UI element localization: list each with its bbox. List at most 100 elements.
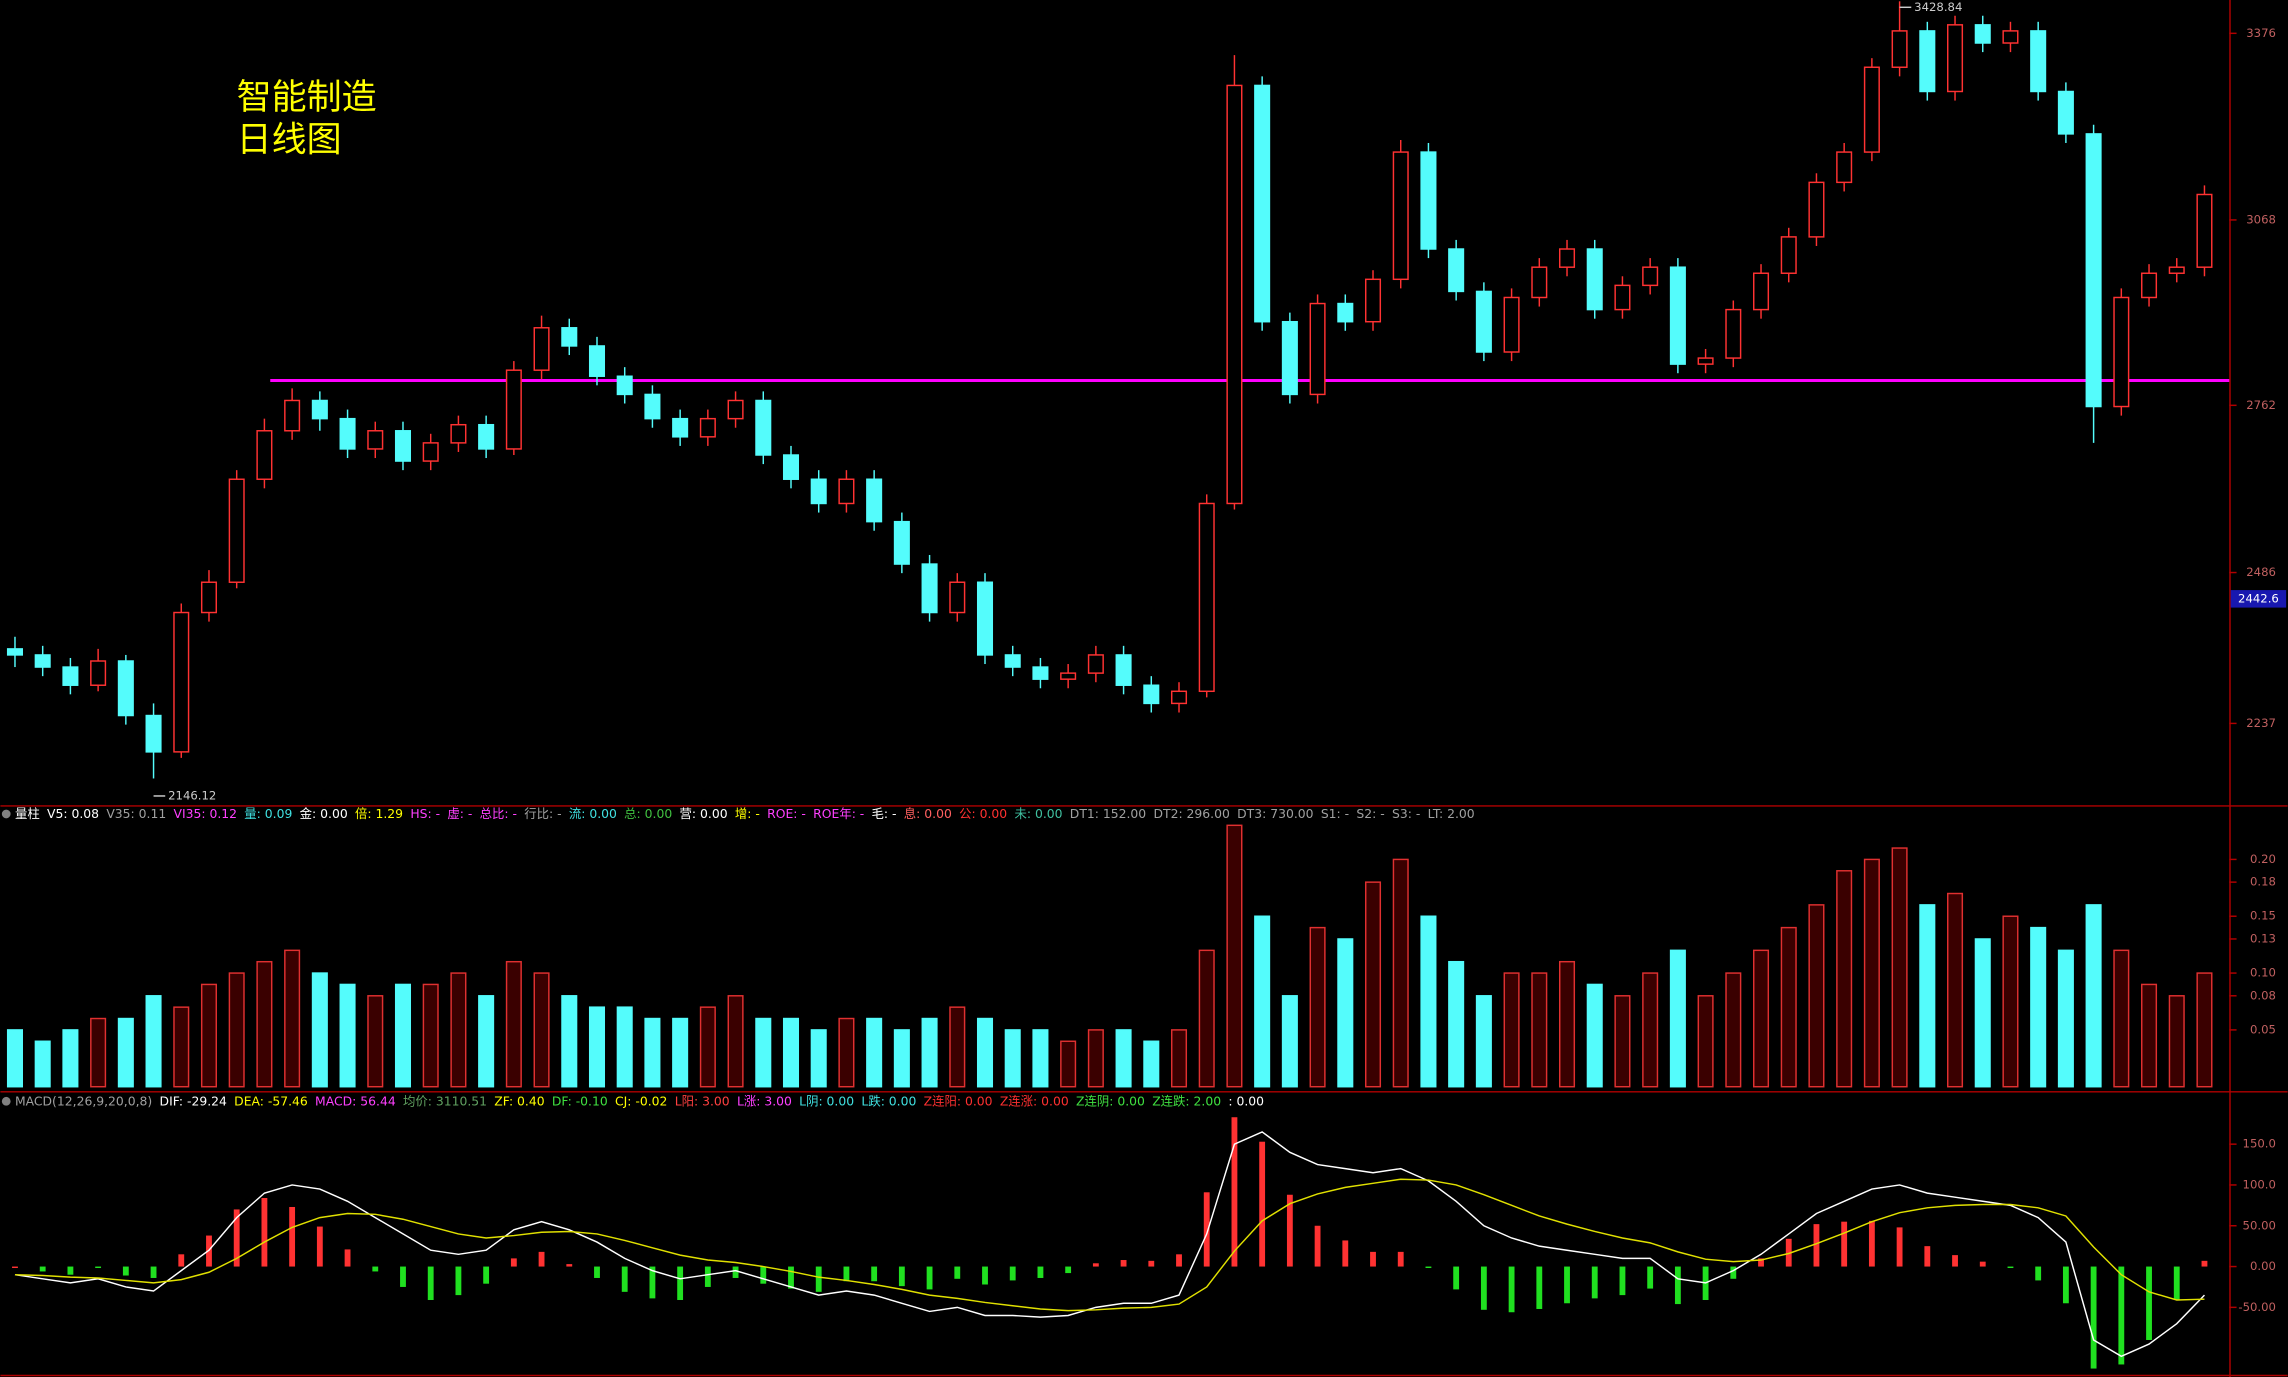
candle-body (893, 520, 910, 565)
macd-bar (178, 1254, 185, 1267)
volume-bar (561, 995, 578, 1088)
macd-bar (2201, 1260, 2208, 1267)
volume-bar (1753, 949, 1770, 1088)
candle-body (1863, 66, 1880, 153)
volume-bar (672, 1017, 689, 1088)
macd-bar (510, 1258, 517, 1267)
volume-bar (727, 995, 744, 1088)
header-item: : 0.00 (1228, 1093, 1264, 1108)
candle-body (1281, 320, 1298, 396)
volume-bar (1919, 904, 1936, 1088)
volume-bar (1032, 1029, 1049, 1088)
macd-bar (12, 1266, 18, 1269)
macd-bar (2035, 1266, 2042, 1281)
header-item: S1: - (1321, 805, 1349, 820)
candle-body (1087, 654, 1104, 674)
macd-bar (1259, 1141, 1266, 1267)
volume-bar (810, 1029, 827, 1088)
volume-bar (1281, 995, 1298, 1088)
macd-bar (594, 1266, 600, 1278)
volume-bar (284, 949, 301, 1088)
volume-bar (173, 1006, 190, 1088)
volume-bar (533, 972, 550, 1088)
volume-bar (1586, 983, 1603, 1088)
header-item: 倍: 1.29 (355, 805, 403, 820)
macd-bar (2090, 1266, 2097, 1369)
macd-bar (122, 1266, 129, 1276)
y-tick-label: 3068 (2246, 212, 2276, 226)
volume-bar (1254, 915, 1271, 1088)
y-tick-label: 100.0 (2243, 1177, 2276, 1191)
header-item: 增: - (735, 805, 760, 820)
volume-bar (367, 995, 384, 1088)
volume-bar (1226, 824, 1243, 1088)
macd-bar (1176, 1254, 1182, 1267)
macd-bar (344, 1249, 351, 1267)
volume-bar (1947, 892, 1964, 1088)
candle-body (1115, 654, 1132, 686)
candle-body (1891, 30, 1908, 68)
macd-bar (2146, 1266, 2152, 1340)
candle-body (311, 399, 328, 420)
candle-body (1475, 290, 1492, 353)
macd-bar (704, 1266, 711, 1287)
candle-body (533, 327, 550, 371)
volume-bar (1531, 972, 1548, 1088)
macd-bar (677, 1266, 684, 1301)
macd-bar (2173, 1266, 2180, 1301)
header-item: L阳: 3.00 (675, 1093, 730, 1108)
volume-bar (588, 1006, 606, 1088)
candle-body (2002, 30, 2019, 44)
macd-bar (261, 1198, 268, 1267)
candle-body (561, 327, 578, 347)
volume-bar (1808, 904, 1825, 1088)
volume-bar (893, 1029, 910, 1088)
volume-bar (1669, 949, 1686, 1088)
macd-bar (1480, 1266, 1487, 1310)
annotation: 智能制造 (237, 78, 377, 118)
volume-bar (478, 995, 495, 1088)
macd-bar (954, 1266, 961, 1279)
annotation: 日线图 (237, 120, 342, 160)
y-tick-label: 0.15 (2250, 909, 2276, 923)
macd-bar (1841, 1221, 1848, 1267)
high-label: 3428.84 (1914, 0, 1962, 14)
header-item: L涨: 3.00 (737, 1093, 792, 1108)
candle-body (2113, 296, 2130, 408)
candle-body (1503, 296, 1520, 353)
macd-bar (898, 1266, 905, 1287)
header-item: HS: - (410, 805, 440, 820)
volume-bar (2196, 972, 2213, 1088)
volume-bar (1503, 972, 1520, 1088)
candle-body (976, 581, 994, 656)
candle-body (1614, 284, 1631, 311)
candle-body (755, 399, 772, 456)
candle-body (145, 714, 162, 753)
candle-body (1725, 308, 1742, 359)
volume-bar (949, 1006, 966, 1088)
macd-bar (400, 1266, 406, 1287)
candle-body (1198, 502, 1215, 693)
header-item: Z连阳: 0.00 (924, 1093, 993, 1108)
cursor-price: 2442.6 (2238, 591, 2279, 605)
volume-bar (62, 1029, 79, 1088)
volume-bar (1642, 972, 1659, 1088)
volume-bar (339, 983, 356, 1088)
macd-bar (1009, 1266, 1016, 1281)
macd-bar (1785, 1238, 1792, 1267)
candle-body (2196, 193, 2213, 268)
y-tick-label: 0.20 (2250, 852, 2276, 866)
header-item: 量柱 (15, 805, 40, 820)
candle-body (644, 393, 661, 420)
candle-body (284, 399, 301, 432)
macd-bar (1120, 1260, 1127, 1267)
candle-body (1004, 654, 1021, 668)
volume-bar (2113, 949, 2130, 1088)
candle-body (1947, 24, 1964, 93)
volume-bar (1725, 972, 1742, 1088)
macd-bar (1148, 1260, 1155, 1267)
macd-bar (1065, 1266, 1072, 1274)
header-item: 流: 0.00 (569, 805, 617, 820)
header-item: 总比: - (480, 805, 517, 820)
